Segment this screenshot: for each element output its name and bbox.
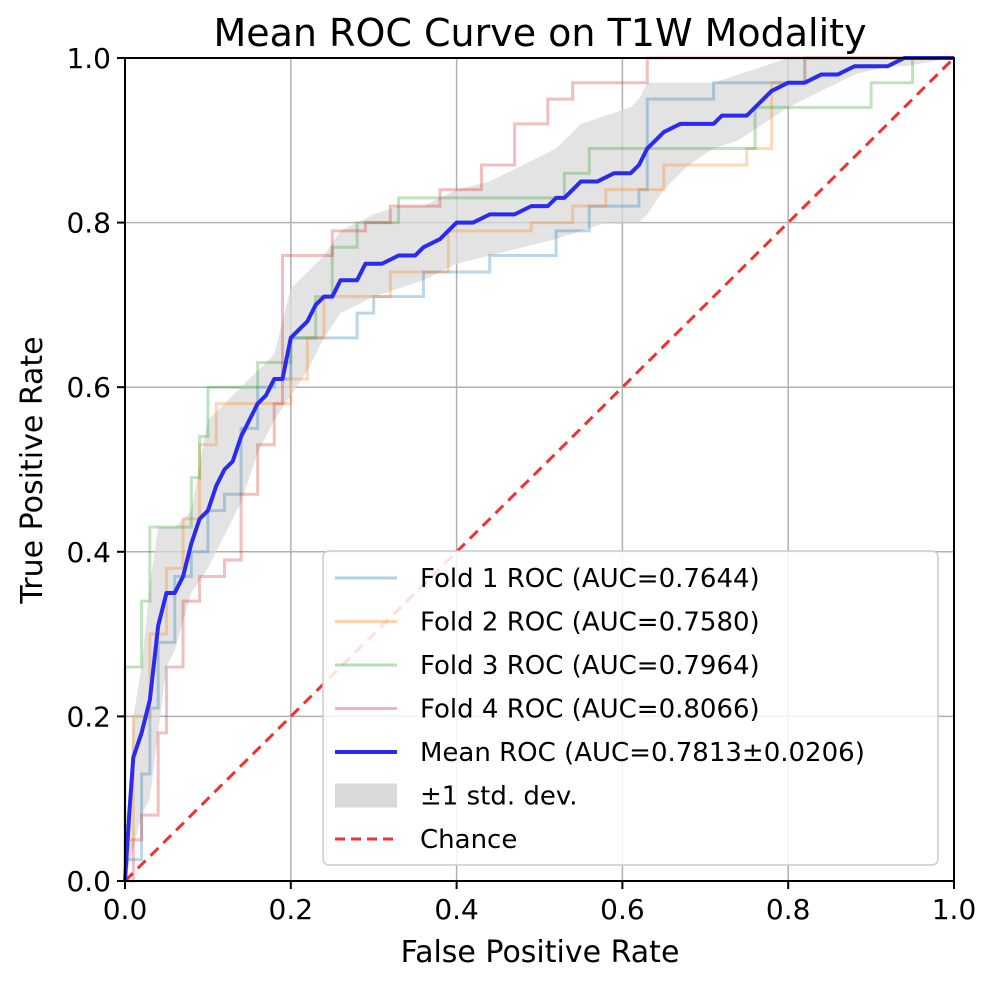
y-tick-label: 0.8: [66, 207, 111, 240]
legend-swatch: [335, 783, 397, 808]
fold-2-roc-line: [123, 56, 954, 881]
legend-item-chance: Chance: [335, 825, 517, 855]
fold-3-roc-line: [123, 56, 954, 881]
legend-box: [322, 550, 939, 866]
y-tick-label: 0.0: [66, 865, 111, 898]
y-tick-label: 0.4: [66, 536, 111, 569]
mean-curve-layer: [123, 56, 954, 882]
legend-label: Fold 1 ROC (AUC=0.7644): [420, 564, 760, 594]
x-tick-label: 0.6: [600, 893, 645, 926]
legend-label: ±1 std. dev.: [420, 782, 578, 812]
y-tick-label: 0.2: [66, 700, 111, 733]
chance-line: [123, 56, 956, 883]
x-axis-label: False Positive Rate: [401, 935, 680, 970]
std-band: [125, 58, 954, 881]
mean-roc-line: [123, 56, 954, 882]
y-axis-label: True Positive Rate: [15, 336, 50, 604]
legend-label: Chance: [420, 825, 517, 855]
legend-item-fold-2: Fold 2 ROC (AUC=0.7580): [335, 608, 760, 638]
x-tick-label: 0.0: [103, 893, 148, 926]
y-tick-label: 0.6: [66, 371, 111, 404]
legend-label: Mean ROC (AUC=0.7813±0.0206): [420, 738, 865, 768]
plot-frame: [124, 57, 955, 882]
axis-ticks: 0.0 0.2 0.4 0.6 0.8 1.0 0.0 0.2 0.4 0.6 0.8 1.0: [66, 42, 976, 926]
y-tick-label: 1.0: [66, 42, 111, 75]
std-band-layer: [125, 58, 954, 881]
legend-item-fold-1: Fold 1 ROC (AUC=0.7644): [335, 564, 760, 594]
legend-label: Fold 4 ROC (AUC=0.8066): [420, 695, 760, 725]
fold-4-roc-line: [125, 56, 954, 883]
legend-label: Fold 2 ROC (AUC=0.7580): [420, 608, 760, 638]
x-tick-label: 1.0: [932, 893, 977, 926]
x-tick-label: 0.8: [766, 893, 811, 926]
legend: Fold 1 ROC (AUC=0.7644) Fold 2 ROC (AUC=0…: [322, 550, 939, 866]
x-tick-label: 0.2: [269, 893, 314, 926]
x-tick-label: 0.4: [434, 893, 479, 926]
legend-label: Fold 3 ROC (AUC=0.7964): [420, 651, 760, 681]
legend-item-mean: Mean ROC (AUC=0.7813±0.0206): [335, 738, 865, 768]
chance-layer: [123, 56, 956, 883]
fold-curves-layer: [123, 56, 954, 883]
fold-1-roc-line: [123, 56, 954, 881]
legend-item-fold-3: Fold 3 ROC (AUC=0.7964): [335, 651, 760, 681]
legend-item-std: ±1 std. dev.: [335, 782, 578, 812]
legend-item-fold-4: Fold 4 ROC (AUC=0.8066): [335, 695, 760, 725]
chart-title: Mean ROC Curve on T1W Modality: [213, 11, 866, 55]
